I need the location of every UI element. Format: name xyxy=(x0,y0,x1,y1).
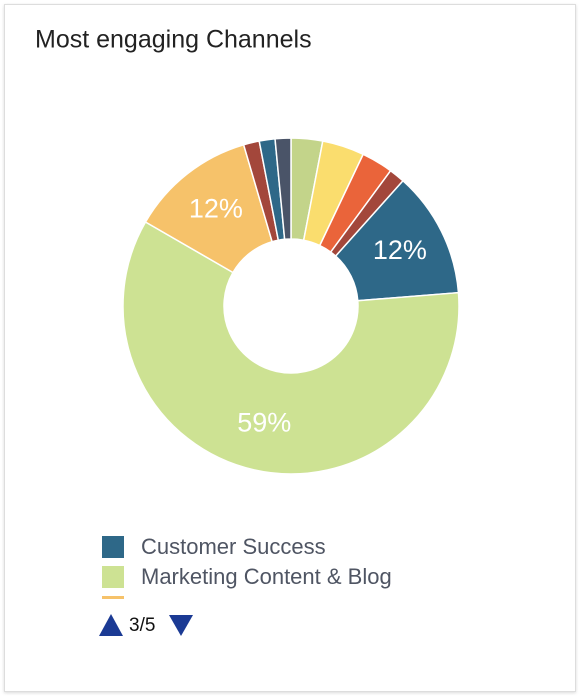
data-label: 59% xyxy=(237,408,291,438)
legend-next[interactable] xyxy=(169,615,193,636)
legend-label: Marketing Content & Blog xyxy=(141,564,392,589)
legend-page: 3/5 xyxy=(129,615,155,636)
data-label: 12% xyxy=(373,235,427,265)
legend-swatch xyxy=(102,596,124,599)
chart: Most engaging Channels 12% 59% 12% Custome… xyxy=(35,26,460,636)
legend-prev[interactable] xyxy=(99,614,123,636)
slice xyxy=(274,137,292,241)
legend-label: Customer Success xyxy=(141,534,326,559)
legend: Customer Success Marketing Content & Blog xyxy=(102,534,392,599)
card: Most engaging Channels 12% 59% 12% Custome… xyxy=(4,4,576,692)
chart-title: Most engaging Channels xyxy=(35,26,312,54)
legend-swatch xyxy=(102,566,124,588)
data-label: 12% xyxy=(189,194,243,224)
slice xyxy=(122,220,460,475)
legend-swatch xyxy=(102,536,124,558)
donut: 12% 59% 12% xyxy=(122,137,460,475)
